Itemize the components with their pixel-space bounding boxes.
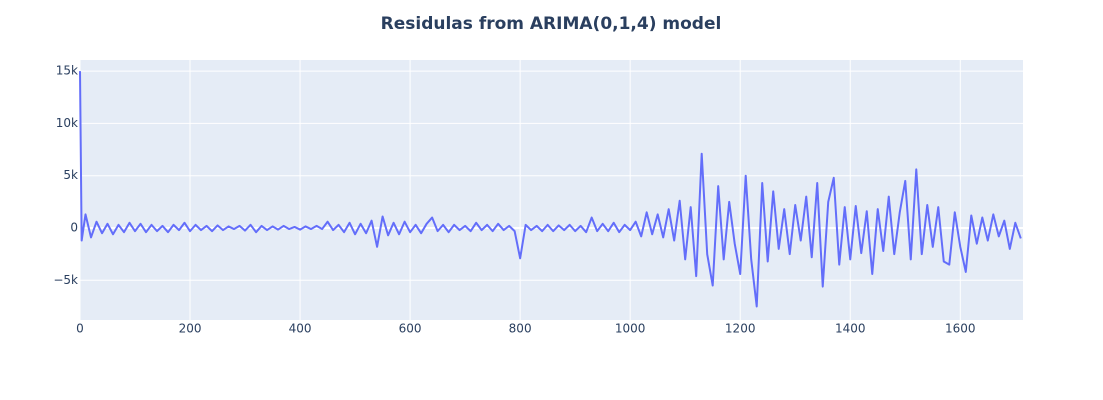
x-tick-label: 800 (509, 322, 532, 336)
x-tick-label: 1400 (835, 322, 866, 336)
x-tick-label: 400 (289, 322, 312, 336)
x-tick-label: 600 (399, 322, 422, 336)
x-tick-label: 200 (179, 322, 202, 336)
y-tick-label: 5k (63, 168, 78, 182)
y-tick-label: 15k (56, 64, 78, 78)
x-tick-label: 1200 (725, 322, 756, 336)
plot-area (80, 60, 1023, 320)
x-tick-label: 1000 (615, 322, 646, 336)
x-tick-label: 0 (76, 322, 84, 336)
chart-title: Residulas from ARIMA(0,1,4) model (381, 14, 722, 34)
x-tick-label: 1600 (945, 322, 976, 336)
y-tick-label: 10k (56, 116, 78, 130)
series-line (79, 71, 1022, 308)
y-tick-label: 0 (70, 220, 78, 234)
y-tick-label: −5k (53, 273, 78, 287)
